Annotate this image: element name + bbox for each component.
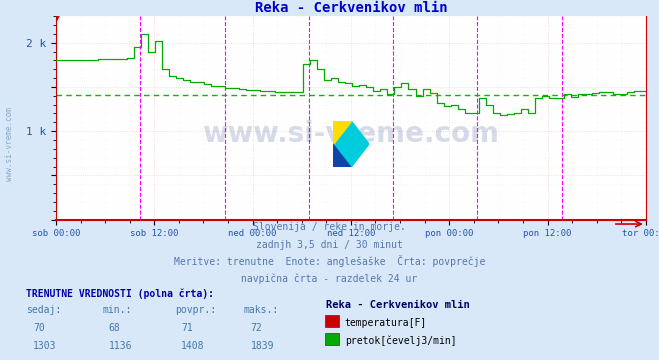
Text: Meritve: trenutne  Enote: anglešaške  Črta: povprečje: Meritve: trenutne Enote: anglešaške Črta… (174, 255, 485, 267)
Text: 1839: 1839 (250, 341, 274, 351)
Title: Reka - Cerkvenikov mlin: Reka - Cerkvenikov mlin (254, 1, 447, 15)
Text: 68: 68 (109, 323, 121, 333)
Text: Reka - Cerkvenikov mlin: Reka - Cerkvenikov mlin (326, 300, 470, 310)
Text: 1408: 1408 (181, 341, 205, 351)
Text: 1303: 1303 (33, 341, 57, 351)
Polygon shape (333, 144, 351, 167)
Text: 72: 72 (250, 323, 262, 333)
Text: temperatura[F]: temperatura[F] (345, 318, 427, 328)
Text: Slovenija / reke in morje.: Slovenija / reke in morje. (253, 222, 406, 233)
Text: maks.:: maks.: (244, 305, 279, 315)
Text: 1136: 1136 (109, 341, 132, 351)
Text: povpr.:: povpr.: (175, 305, 215, 315)
Text: zadnjh 3,5 dni / 30 minut: zadnjh 3,5 dni / 30 minut (256, 240, 403, 250)
Polygon shape (333, 121, 369, 167)
Text: 70: 70 (33, 323, 45, 333)
Text: navpična črta - razdelek 24 ur: navpična črta - razdelek 24 ur (241, 274, 418, 284)
Polygon shape (333, 121, 351, 167)
Text: www.si-vreme.com: www.si-vreme.com (5, 107, 14, 181)
Text: sedaj:: sedaj: (26, 305, 61, 315)
Text: TRENUTNE VREDNOSTI (polna črta):: TRENUTNE VREDNOSTI (polna črta): (26, 288, 214, 299)
Text: pretok[čevelj3/min]: pretok[čevelj3/min] (345, 335, 456, 346)
Text: www.si-vreme.com: www.si-vreme.com (202, 120, 500, 148)
Text: 71: 71 (181, 323, 193, 333)
Polygon shape (333, 121, 351, 144)
Text: min.:: min.: (102, 305, 132, 315)
